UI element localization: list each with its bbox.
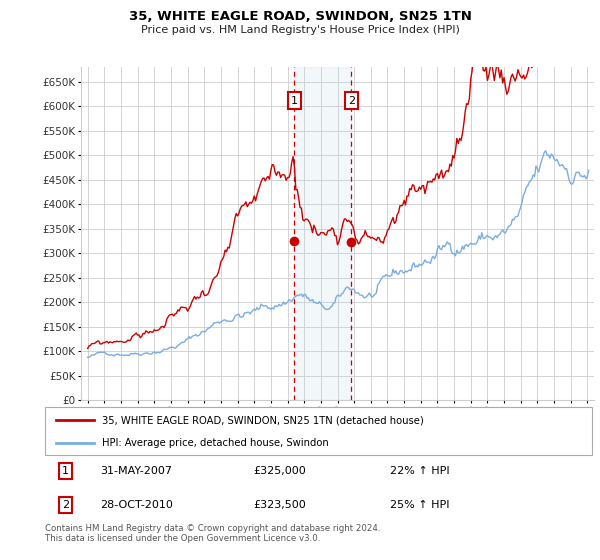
Text: HPI: Average price, detached house, Swindon: HPI: Average price, detached house, Swin… [103, 438, 329, 448]
Text: 25% ↑ HPI: 25% ↑ HPI [390, 500, 449, 510]
Text: £325,000: £325,000 [253, 466, 305, 476]
Text: 28-OCT-2010: 28-OCT-2010 [100, 500, 173, 510]
FancyBboxPatch shape [45, 407, 592, 455]
Text: 35, WHITE EAGLE ROAD, SWINDON, SN25 1TN: 35, WHITE EAGLE ROAD, SWINDON, SN25 1TN [128, 10, 472, 23]
Text: Price paid vs. HM Land Registry's House Price Index (HPI): Price paid vs. HM Land Registry's House … [140, 25, 460, 35]
Text: 2: 2 [62, 500, 70, 510]
Text: 35, WHITE EAGLE ROAD, SWINDON, SN25 1TN (detached house): 35, WHITE EAGLE ROAD, SWINDON, SN25 1TN … [103, 416, 424, 426]
Text: 1: 1 [291, 96, 298, 105]
Text: 1: 1 [62, 466, 69, 476]
Text: 2: 2 [348, 96, 355, 105]
Text: 22% ↑ HPI: 22% ↑ HPI [390, 466, 449, 476]
Bar [295, 67, 352, 400]
Text: 31-MAY-2007: 31-MAY-2007 [100, 466, 172, 476]
Text: Contains HM Land Registry data © Crown copyright and database right 2024.
This d: Contains HM Land Registry data © Crown c… [45, 524, 380, 543]
Text: £323,500: £323,500 [253, 500, 305, 510]
